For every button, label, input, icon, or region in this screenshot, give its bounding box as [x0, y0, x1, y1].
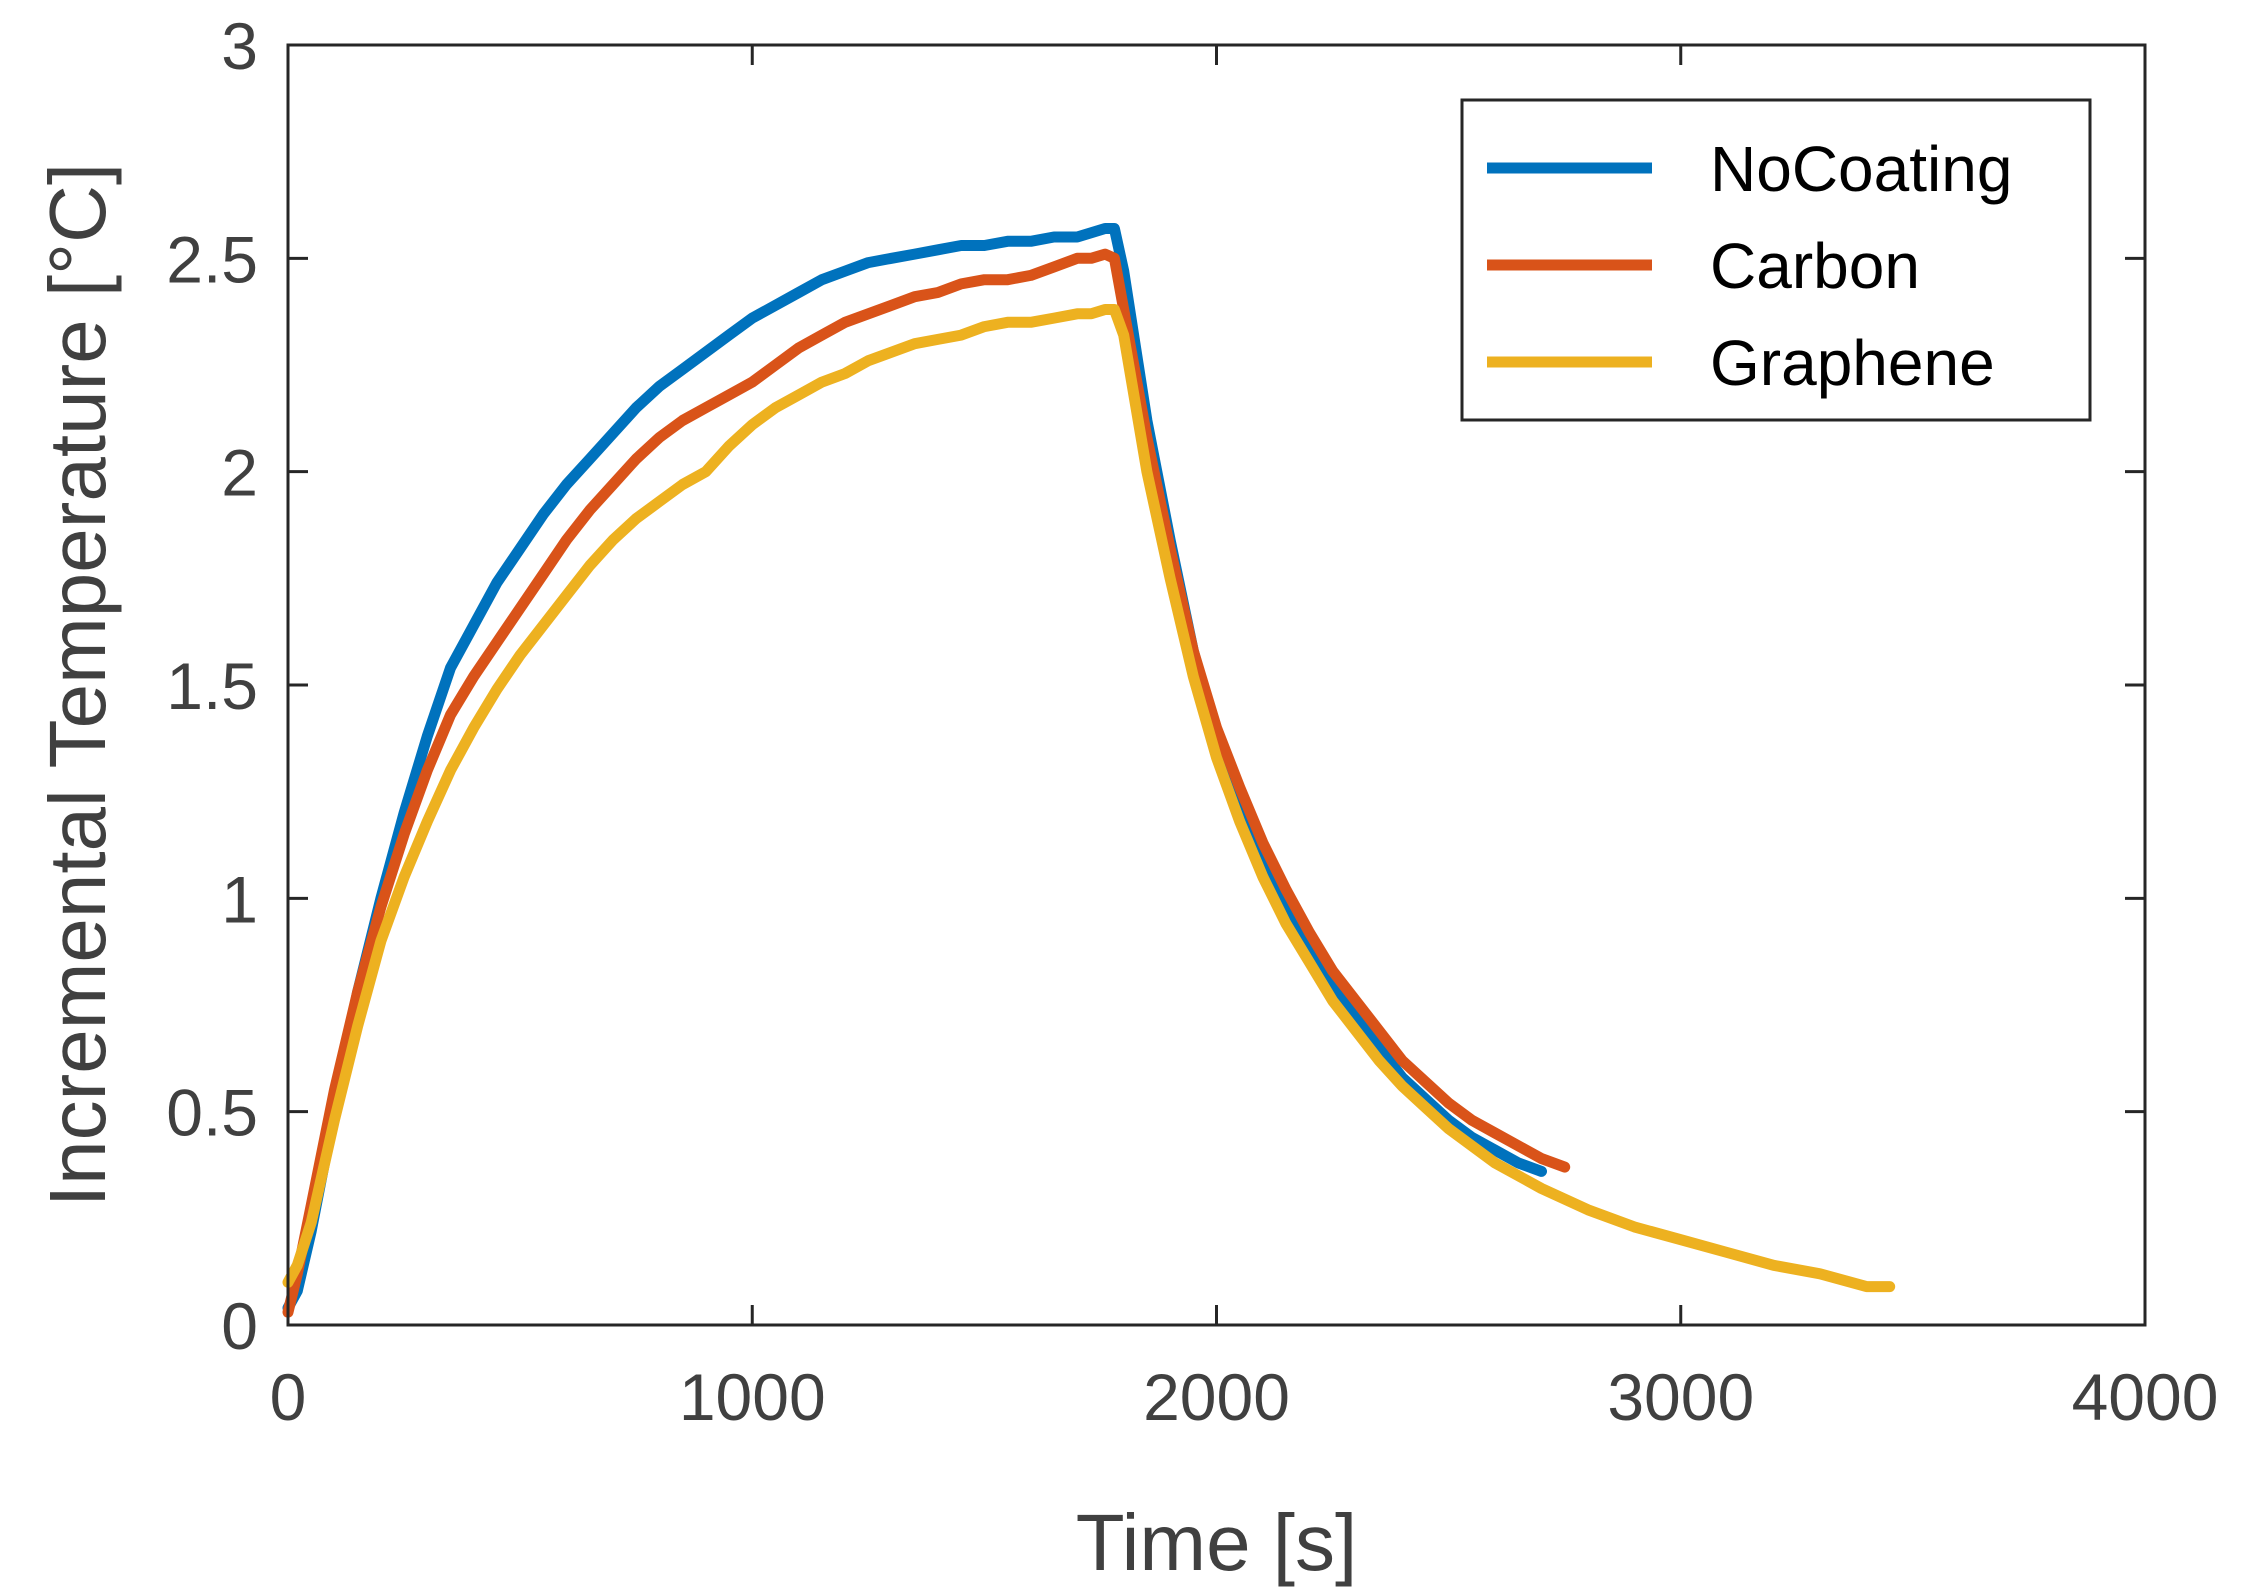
x-tick-label: 4000: [2072, 1360, 2219, 1434]
y-tick-label: 3: [221, 9, 258, 83]
tick-labels-layer: 0 1000 2000 3000 4000 0 0.5 1 1.5 2 2.5 3: [166, 9, 2218, 1434]
series-layer: [282, 223, 1896, 1318]
legend-label-carbon: Carbon: [1710, 230, 1920, 302]
y-axis-title: Incremental Temperature [°C]: [33, 163, 122, 1207]
x-tick-label: 3000: [1607, 1360, 1754, 1434]
y-tick-label: 0.5: [166, 1076, 258, 1150]
x-tick-label: 1000: [679, 1360, 826, 1434]
legend-label-graphene: Graphene: [1710, 327, 1995, 399]
series-line-nocoating: [282, 223, 1547, 1314]
y-tick-label: 2: [221, 436, 258, 510]
legend: NoCoating Carbon Graphene: [1460, 98, 2092, 422]
y-tick-label: 1: [221, 862, 258, 936]
y-tick-label: 2.5: [166, 222, 258, 296]
plot-area-frame: [286, 43, 2147, 1327]
x-axis-title: Time [s]: [1076, 1498, 1357, 1587]
y-tick-label: 0: [221, 1289, 258, 1363]
y-tick-label: 1.5: [166, 649, 258, 723]
series-line-graphene: [282, 304, 1896, 1293]
x-tick-label: 0: [270, 1360, 307, 1434]
series-line-carbon: [282, 248, 1571, 1318]
x-tick-label: 2000: [1143, 1360, 1290, 1434]
legend-label-nocoating: NoCoating: [1710, 133, 2012, 205]
